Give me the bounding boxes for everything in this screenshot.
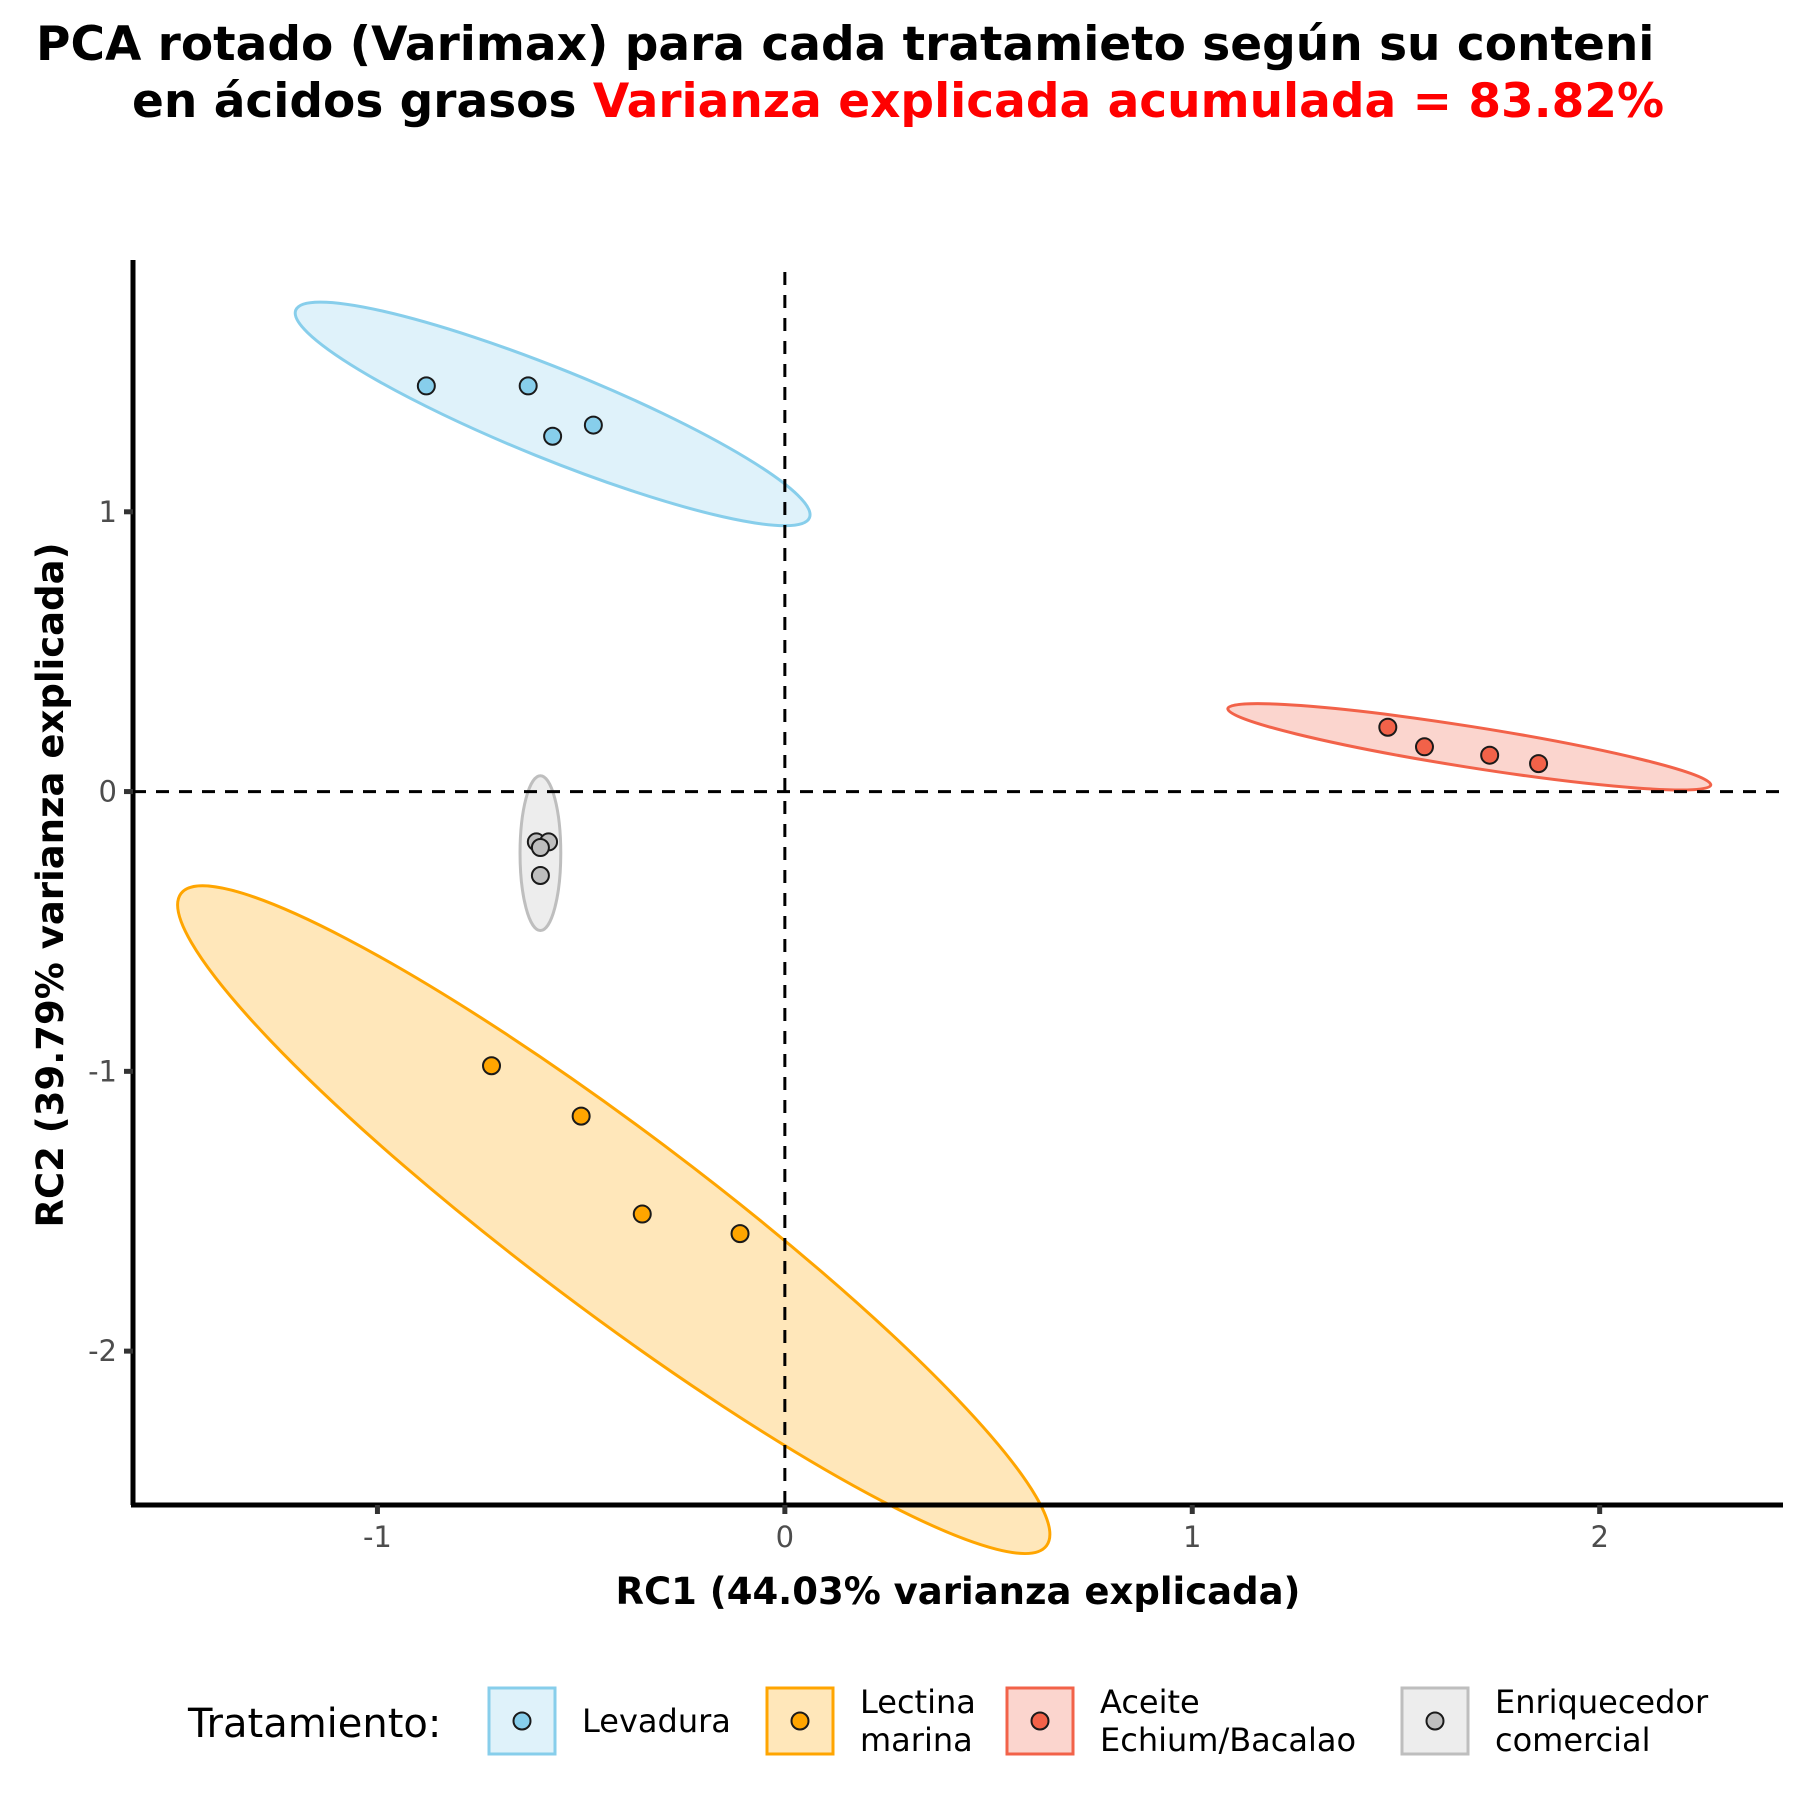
legend-point-levadura bbox=[512, 1711, 532, 1731]
x-tick-label-1: -1 bbox=[363, 1520, 392, 1554]
point-lectina-marina-4 bbox=[730, 1224, 750, 1244]
point-enriquecedor-comercial-3 bbox=[530, 838, 550, 858]
chart-title: PCA rotado (Varimax) para cada tratamiet… bbox=[36, 17, 1664, 129]
axes: -1 0 1 2 1 0 -1 -2 bbox=[88, 260, 1783, 1554]
y-tick-label-0: 0 bbox=[99, 775, 117, 809]
point-levadura-1 bbox=[416, 376, 436, 396]
legend-label-enriquecedor-comercial-2: comercial bbox=[1495, 1721, 1650, 1759]
legend-point-enriquecedor-comercial bbox=[1425, 1711, 1445, 1731]
chart-title-line2: en ácidos grasos Varianza explicada acum… bbox=[132, 74, 1664, 129]
point-aceite-echium-bacalao-1 bbox=[1378, 717, 1398, 737]
legend-label-aceite-echium-bacalao-2: Echium/Bacalao bbox=[1100, 1721, 1356, 1759]
legend-label-levadura-1: Levadura bbox=[582, 1702, 731, 1740]
point-lectina-marina-1 bbox=[482, 1056, 502, 1076]
legend-point-aceite-echium-bacalao bbox=[1030, 1711, 1050, 1731]
legend-label-lectina-marina-1: Lectina bbox=[860, 1683, 976, 1721]
y-axis-title: RC2 (39.79% varianza explicada) bbox=[29, 543, 72, 1228]
point-aceite-echium-bacalao-4 bbox=[1529, 754, 1549, 774]
point-aceite-echium-bacalao-3 bbox=[1480, 745, 1500, 765]
legend-label-aceite-echium-bacalao-1: Aceite bbox=[1100, 1683, 1200, 1721]
y-tick-label-2: -2 bbox=[88, 1334, 117, 1368]
chart-title-cumulative-variance: Varianza explicada acumulada = 83.82% bbox=[593, 74, 1664, 129]
legend-title: Tratamiento: bbox=[187, 1701, 441, 1747]
point-aceite-echium-bacalao-2 bbox=[1414, 737, 1434, 757]
point-levadura-3 bbox=[543, 426, 563, 446]
chart-title-line2-text: en ácidos grasos bbox=[132, 74, 593, 129]
ellipse-aceite-echium-bacalao bbox=[1226, 702, 1713, 792]
point-levadura-2 bbox=[518, 376, 538, 396]
data-points bbox=[416, 376, 1549, 1244]
point-lectina-marina-2 bbox=[571, 1106, 591, 1126]
point-enriquecedor-comercial-4 bbox=[530, 866, 550, 886]
y-tick-label-1: 1 bbox=[99, 495, 117, 529]
legend-item-levadura: Levadura bbox=[487, 1686, 731, 1756]
reference-lines bbox=[133, 272, 1783, 1505]
confidence-ellipses bbox=[176, 300, 1713, 1555]
ellipse-levadura bbox=[293, 300, 812, 528]
point-lectina-marina-3 bbox=[632, 1204, 652, 1224]
x-tick-label-0: 0 bbox=[776, 1520, 794, 1554]
x-tick-label-2: 2 bbox=[1590, 1520, 1608, 1554]
chart-title-line1: PCA rotado (Varimax) para cada tratamiet… bbox=[36, 17, 1654, 72]
legend-label-lectina-marina-2: marina bbox=[860, 1721, 973, 1759]
legend-label-enriquecedor-comercial-1: Enriquecedor bbox=[1495, 1683, 1709, 1721]
ellipse-lectina-marina bbox=[176, 884, 1052, 1555]
point-levadura-4 bbox=[583, 415, 603, 435]
y-tick-label-1: -1 bbox=[88, 1054, 117, 1088]
legend-point-lectina-marina bbox=[790, 1711, 810, 1731]
x-axis-title: RC1 (44.03% varianza explicada) bbox=[616, 1570, 1301, 1613]
x-tick-label-1: 1 bbox=[1183, 1520, 1201, 1554]
